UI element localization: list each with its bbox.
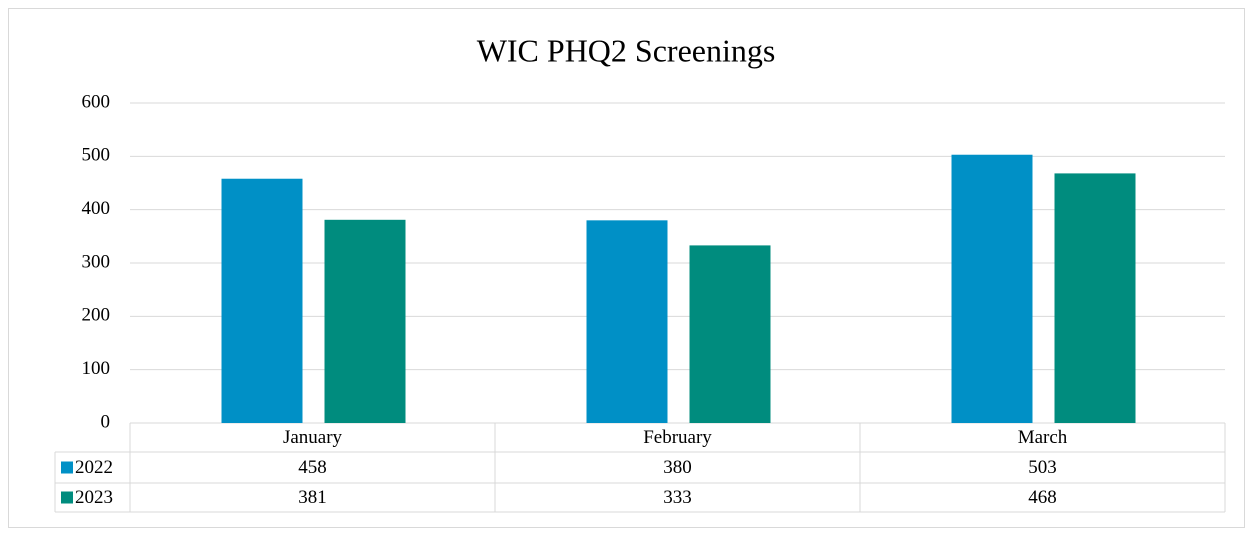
- table-value: 381: [298, 487, 327, 508]
- x-tick-label: March: [1018, 427, 1068, 448]
- y-tick-label: 600: [82, 91, 111, 112]
- legend-swatch: [61, 461, 73, 474]
- chart-title: WIC PHQ2 Screenings: [477, 32, 776, 68]
- bar: [324, 219, 406, 423]
- legend-swatch: [61, 491, 73, 504]
- y-tick-label: 300: [82, 251, 111, 272]
- x-tick-label: January: [283, 427, 343, 448]
- y-tick-label: 400: [82, 198, 111, 219]
- legend-label: 2022: [75, 457, 113, 478]
- x-tick-label: February: [643, 427, 712, 448]
- y-tick-label: 500: [82, 145, 111, 166]
- table-value: 333: [663, 487, 692, 508]
- table-value: 458: [298, 457, 327, 478]
- table-value: 380: [663, 457, 692, 478]
- bar: [1054, 173, 1136, 423]
- bar: [951, 154, 1033, 423]
- table-value: 503: [1028, 457, 1057, 478]
- y-tick-label: 100: [82, 358, 111, 379]
- legend-label: 2023: [75, 487, 113, 508]
- y-tick-label: 0: [101, 411, 111, 432]
- table-value: 468: [1028, 487, 1057, 508]
- bar: [221, 178, 303, 423]
- bar: [586, 220, 668, 423]
- y-tick-label: 200: [82, 305, 111, 326]
- bar: [689, 245, 771, 423]
